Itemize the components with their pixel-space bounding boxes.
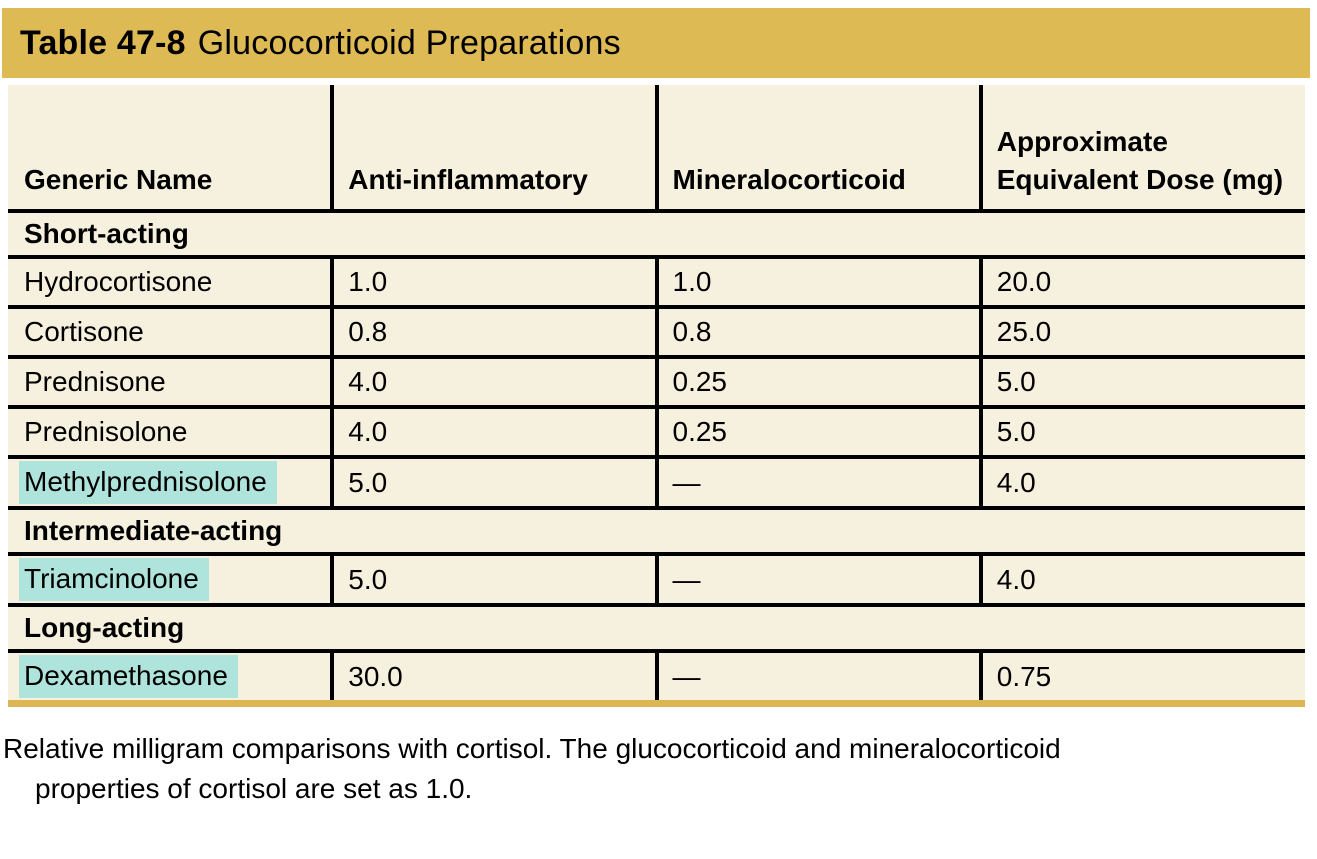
cell-dose-mg: 4.0 (978, 455, 1305, 508)
table-row: Triamcinolone 5.0 — 4.0 (8, 552, 1305, 605)
drug-name: Prednisolone (24, 416, 188, 447)
cell-dose-mg: 5.0 (978, 405, 1305, 457)
table-header-row: Generic Name Anti-inflammatory Mineraloc… (8, 85, 1305, 213)
glucocorticoid-table: Generic Name Anti-inflammatory Mineraloc… (8, 85, 1305, 707)
drug-name-highlighted: Dexamethasone (19, 655, 238, 698)
cell-generic-name: Cortisone (8, 305, 333, 357)
section-label: Intermediate-acting (8, 506, 1305, 554)
col-header-generic-name: Generic Name (8, 85, 333, 213)
cell-anti-inflammatory: 1.0 (330, 255, 657, 307)
drug-name: Prednisone (24, 366, 166, 397)
table-title: Glucocorticoid Preparations (197, 23, 621, 62)
section-row-intermediate-acting: Intermediate-acting (8, 506, 1305, 554)
cell-generic-name: Prednisolone (8, 405, 333, 457)
table-row: Prednisone 4.0 0.25 5.0 (8, 355, 1305, 407)
footnote-line-1: Relative milligram comparisons with cort… (3, 733, 1061, 764)
table-row: Hydrocortisone 1.0 1.0 20.0 (8, 255, 1305, 307)
section-row-short-acting: Short-acting (8, 209, 1305, 257)
drug-name: Hydrocortisone (24, 266, 213, 297)
section-label: Short-acting (8, 209, 1305, 257)
section-label: Long-acting (8, 603, 1305, 651)
cell-anti-inflammatory: 5.0 (330, 552, 657, 605)
cell-dose-mg: 5.0 (978, 355, 1305, 407)
footnote: Relative milligram comparisons with cort… (3, 729, 1307, 809)
drug-name-highlighted: Triamcinolone (19, 558, 209, 601)
table-row: Dexamethasone 30.0 — 0.75 (8, 649, 1305, 704)
table-row: Prednisolone 4.0 0.25 5.0 (8, 405, 1305, 457)
cell-mineralocorticoid: 0.25 (654, 405, 981, 457)
cell-dose-mg: 0.75 (978, 649, 1305, 704)
table-row: Cortisone 0.8 0.8 25.0 (8, 305, 1305, 357)
table-title-bar: Table 47-8 Glucocorticoid Preparations (2, 8, 1310, 78)
cell-mineralocorticoid: — (654, 552, 981, 605)
table-number: Table 47-8 (20, 23, 186, 62)
table-row: Methylprednisolone 5.0 — 4.0 (8, 455, 1305, 508)
drug-name: Cortisone (24, 316, 144, 347)
cell-mineralocorticoid: 0.25 (654, 355, 981, 407)
cell-generic-name: Hydrocortisone (8, 255, 333, 307)
col-header-mineralocorticoid: Mineralocorticoid (654, 85, 981, 213)
cell-dose-mg: 25.0 (978, 305, 1305, 357)
col-header-equivalent-dose: Approximate Equivalent Dose (mg) (978, 85, 1305, 213)
cell-generic-name: Methylprednisolone (8, 455, 333, 508)
cell-mineralocorticoid: — (654, 455, 981, 508)
cell-mineralocorticoid: 1.0 (654, 255, 981, 307)
cell-mineralocorticoid: — (654, 649, 981, 704)
col-header-anti-inflammatory: Anti-inflammatory (330, 85, 657, 213)
cell-anti-inflammatory: 4.0 (330, 405, 657, 457)
cell-dose-mg: 20.0 (978, 255, 1305, 307)
cell-anti-inflammatory: 0.8 (330, 305, 657, 357)
cell-mineralocorticoid: 0.8 (654, 305, 981, 357)
cell-dose-mg: 4.0 (978, 552, 1305, 605)
cell-anti-inflammatory: 4.0 (330, 355, 657, 407)
cell-generic-name: Triamcinolone (8, 552, 333, 605)
footnote-line-2: properties of cortisol are set as 1.0. (35, 773, 473, 804)
section-row-long-acting: Long-acting (8, 603, 1305, 651)
cell-generic-name: Prednisone (8, 355, 333, 407)
cell-generic-name: Dexamethasone (8, 649, 333, 704)
cell-anti-inflammatory: 30.0 (330, 649, 657, 704)
drug-name-highlighted: Methylprednisolone (19, 461, 277, 504)
cell-anti-inflammatory: 5.0 (330, 455, 657, 508)
